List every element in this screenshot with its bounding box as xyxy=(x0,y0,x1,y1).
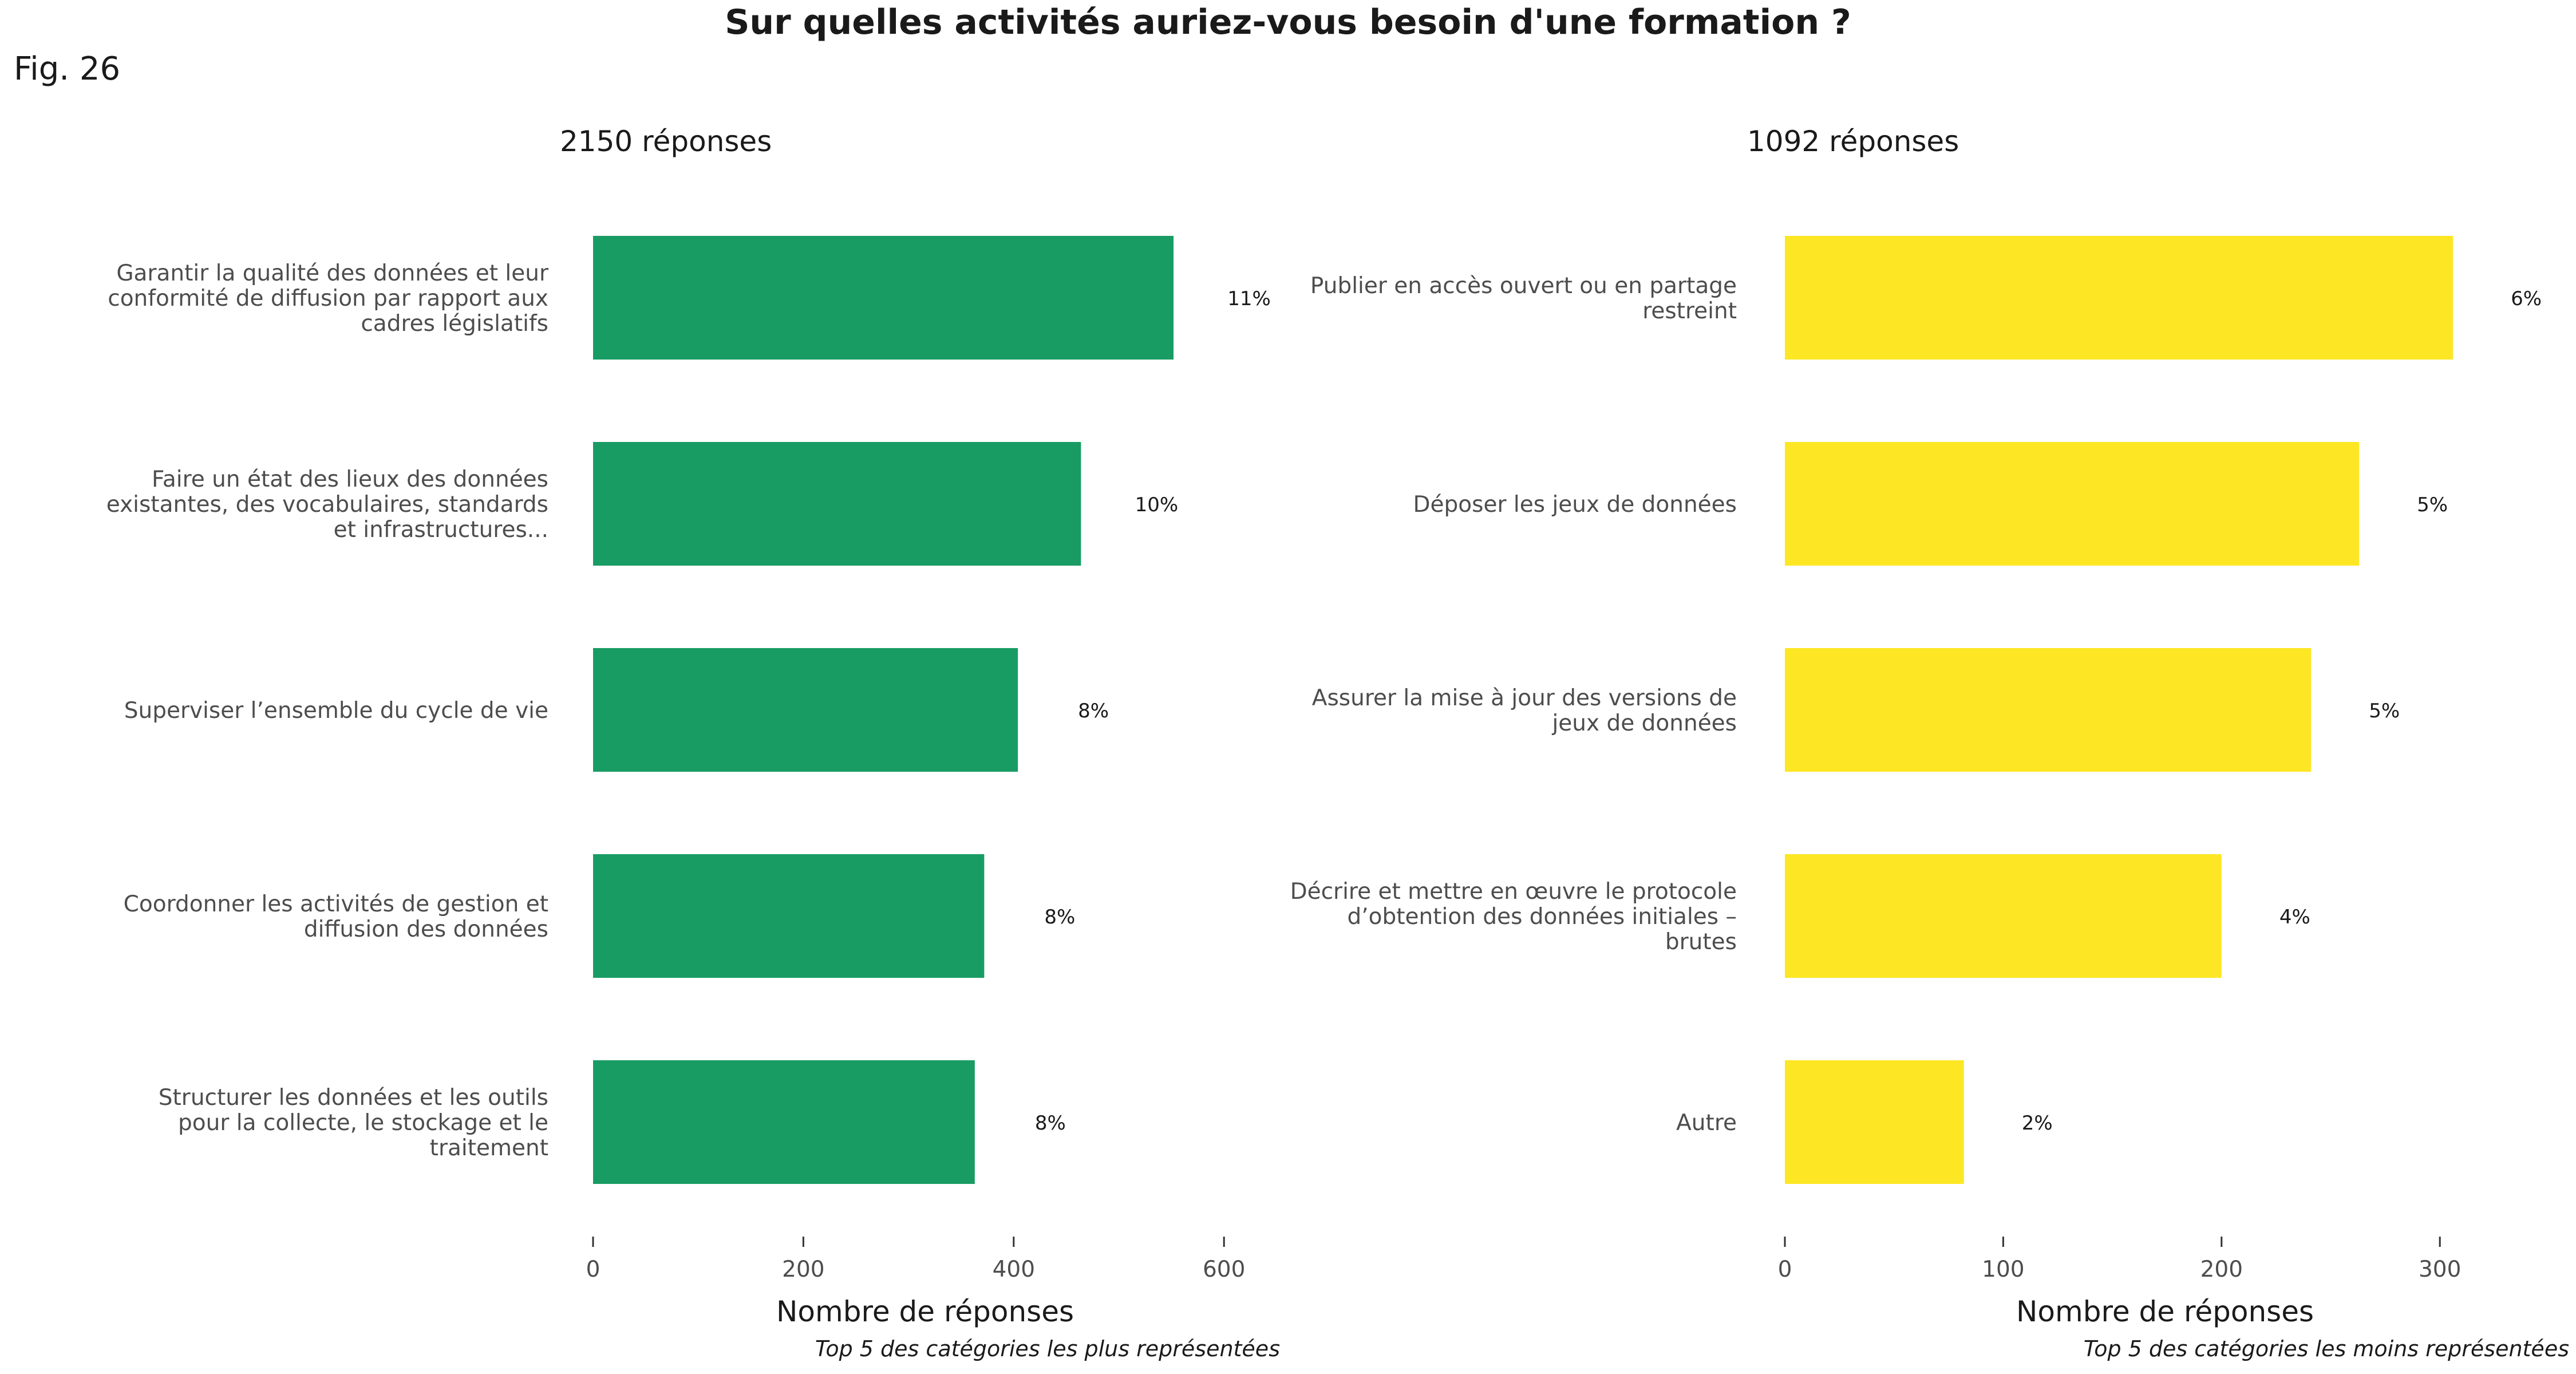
left-bar-value-label: 11% xyxy=(1227,287,1271,310)
left-bar xyxy=(593,236,1174,360)
right-category-label: Autre xyxy=(1676,1110,1737,1136)
right-bar xyxy=(1785,442,2360,566)
right-category-label: Assurer la mise à jour des versions de je… xyxy=(1312,685,1737,736)
right-category-label: Décrire et mettre en œuvre le protocole d… xyxy=(1290,879,1737,955)
left-caption: Top 5 des catégories les plus représenté… xyxy=(815,1336,1280,1361)
right-bar-value-label: 5% xyxy=(2369,700,2400,722)
left-category-label: Structurer les données et les outils pour… xyxy=(159,1085,548,1161)
right-bar-value-label: 6% xyxy=(2511,287,2542,310)
right-panel-title: 1092 réponses xyxy=(1747,125,1959,158)
right-category-label: Déposer les jeux de données xyxy=(1413,492,1737,518)
right-bar xyxy=(1785,1060,1964,1184)
left-bar xyxy=(593,648,1018,772)
left-x-tick-label: 200 xyxy=(782,1257,824,1282)
right-x-tick-label: 100 xyxy=(1982,1257,2024,1282)
right-bar xyxy=(1785,236,2453,360)
right-caption: Top 5 des catégories les moins représent… xyxy=(2083,1336,2569,1361)
left-bar xyxy=(593,1060,975,1184)
right-bar xyxy=(1785,854,2222,978)
left-category-label: Coordonner les activités de gestion et di… xyxy=(124,891,548,942)
left-x-tick-label: 600 xyxy=(1203,1257,1245,1282)
chart-title: Sur quelles activités auriez-vous besoin… xyxy=(725,2,1851,42)
left-x-axis-title: Nombre de réponses xyxy=(776,1295,1074,1328)
right-x-axis-title: Nombre de réponses xyxy=(2016,1295,2314,1328)
left-category-label: Garantir la qualité des données et leur c… xyxy=(108,260,549,337)
right-x-tick-label: 200 xyxy=(2200,1257,2243,1282)
left-bar xyxy=(593,854,985,978)
right-bar-value-label: 4% xyxy=(2279,906,2310,929)
left-x-tick-label: 400 xyxy=(993,1257,1035,1282)
figure-label: Fig. 26 xyxy=(14,50,121,88)
right-bar-value-label: 2% xyxy=(2022,1112,2053,1135)
right-bar xyxy=(1785,648,2312,772)
left-category-label: Faire un état des lieux des données exist… xyxy=(106,467,548,543)
left-bar xyxy=(593,442,1081,566)
left-bar-value-label: 10% xyxy=(1135,493,1179,516)
left-category-label: Superviser l’ensemble du cycle de vie xyxy=(124,698,548,724)
left-panel-title: 2150 réponses xyxy=(560,125,772,158)
left-x-tick-label: 0 xyxy=(586,1257,600,1282)
left-bar-value-label: 8% xyxy=(1035,1112,1066,1135)
left-bar-value-label: 8% xyxy=(1044,906,1075,929)
left-bar-chart: 11% Garantir la qualité des données et le… xyxy=(106,236,1271,1282)
right-bar-value-label: 5% xyxy=(2417,493,2448,516)
right-x-tick-label: 0 xyxy=(1778,1257,1792,1282)
left-bar-value-label: 8% xyxy=(1078,700,1109,722)
right-category-label: Publier en accès ouvert ou en partage res… xyxy=(1310,273,1737,324)
right-x-tick-label: 300 xyxy=(2419,1257,2461,1282)
